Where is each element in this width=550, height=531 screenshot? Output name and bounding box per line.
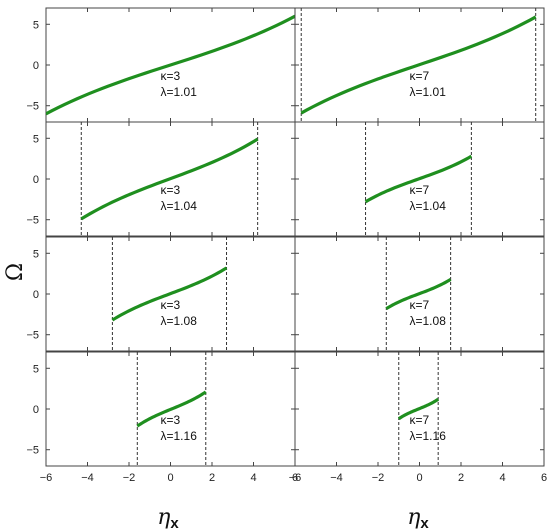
y-tick-label: 0 (33, 174, 39, 186)
panel-label-lambda: λ=1.01 (410, 85, 447, 99)
series-line (136, 390, 207, 428)
y-tick-label: −5 (26, 445, 39, 457)
panel-label-kappa: κ=3 (161, 69, 181, 83)
y-tick-label: 5 (33, 363, 39, 375)
series-line (364, 154, 473, 204)
panel-label-kappa: κ=3 (161, 413, 181, 427)
panel-1-1: κ=7 λ=1.04 (294, 121, 545, 237)
x-axis-label-left: ηx (157, 505, 179, 531)
x-axis-label-right: ηx (407, 505, 429, 531)
panel-1-0: κ=3 λ=1.04 (45, 121, 296, 237)
x-tick-label: −2 (372, 472, 385, 484)
panel-label-kappa: κ=3 (161, 298, 181, 312)
ticks-layer: −505−505−505−505−6 −4 −2 0 2 4 6−6 −4 −2 0 2 4 6 (26, 19, 547, 484)
x-tick-label: −4 (330, 472, 343, 484)
panel-2-1: κ=7 λ=1.08 (294, 236, 545, 352)
y-tick-label: −5 (26, 215, 39, 227)
panel-0-0: κ=3 λ=1.01 (45, 7, 296, 123)
x-tick-label: 6 (541, 472, 547, 484)
x-tick-label: 6 (292, 472, 298, 484)
y-tick-label: 0 (33, 404, 39, 416)
panel-label-lambda: λ=1.16 (410, 429, 447, 443)
series-line (111, 266, 228, 322)
y-tick-label: 5 (33, 133, 39, 145)
x-tick-label: −6 (40, 472, 53, 484)
panel-label-kappa: κ=7 (410, 183, 430, 197)
panel-3-0: κ=3 λ=1.16 (45, 351, 296, 467)
panel-label-kappa: κ=7 (410, 69, 430, 83)
y-tick-label: 0 (33, 60, 39, 72)
panel-label-kappa: κ=7 (410, 298, 430, 312)
x-tick-label: 4 (250, 472, 256, 484)
series-line (397, 397, 440, 421)
y-tick-label: −5 (26, 101, 39, 113)
x-tick-label: 4 (499, 472, 505, 484)
panel-3-1: κ=7 λ=1.16 (294, 351, 545, 467)
y-tick-label: 5 (33, 19, 39, 31)
panel-label-lambda: λ=1.16 (161, 429, 198, 443)
x-tick-label: 0 (416, 472, 422, 484)
panel-label-lambda: λ=1.08 (410, 314, 447, 328)
x-tick-label: −4 (81, 472, 94, 484)
y-tick-label: −5 (26, 330, 39, 342)
x-tick-label: −2 (123, 472, 136, 484)
panel-label-lambda: λ=1.04 (410, 199, 447, 213)
panel-0-1: κ=7 λ=1.01 (294, 7, 545, 123)
y-tick-label: 0 (33, 289, 39, 301)
panel-2-0: κ=3 λ=1.08 (45, 236, 296, 352)
series-line (80, 137, 259, 221)
panel-label-lambda: λ=1.01 (161, 85, 198, 99)
panel-label-kappa: κ=3 (161, 183, 181, 197)
x-tick-label: 0 (167, 472, 173, 484)
series-line (46, 14, 295, 116)
series-line (385, 277, 452, 311)
panel-label-kappa: κ=7 (410, 413, 430, 427)
series-line (300, 15, 537, 115)
y-axis-label: Ω (3, 263, 28, 281)
x-tick-label: 2 (209, 472, 215, 484)
x-tick-label: 2 (458, 472, 464, 484)
y-tick-label: 5 (33, 248, 39, 260)
panel-label-lambda: λ=1.04 (161, 199, 198, 213)
x-tick-label: −6 (289, 472, 302, 484)
panels-layer: κ=3 λ=1.01 κ=7 λ=1.01 κ=3 λ=1.04 κ=7 λ=1.04 κ=3 λ… (45, 7, 545, 467)
panel-label-lambda: λ=1.08 (161, 314, 198, 328)
